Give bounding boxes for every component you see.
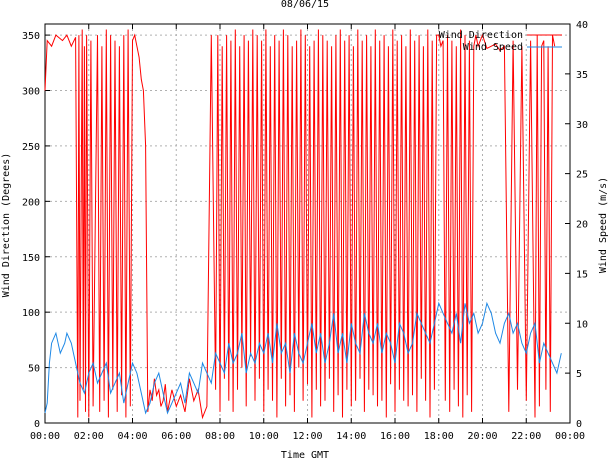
series-layer — [44, 29, 562, 420]
axis-ticks: 00:00 02:00 04:00 06:00 08:00 10:00 12:00 14:00… — [22, 20, 588, 442]
x-tick-label: 00:00 — [555, 431, 585, 442]
y-right-tick-label: 20 — [576, 220, 588, 231]
y-right-tick-label: 5 — [576, 369, 582, 380]
x-axis-label: Time GMT — [281, 450, 329, 459]
y-right-axis-label: Wind Speed (m/s) — [598, 177, 609, 273]
y-right-tick-label: 0 — [576, 419, 582, 430]
x-tick-label: 14:00 — [336, 431, 366, 442]
series-line-wind-direction — [44, 29, 556, 420]
y-right-tick-label: 10 — [576, 319, 588, 330]
series-line-wind-speed — [44, 301, 562, 415]
x-tick-label: 04:00 — [117, 431, 147, 442]
y-left-tick-label: 300 — [22, 87, 40, 98]
y-left-tick-label: 350 — [22, 31, 40, 42]
y-right-tick-label: 40 — [576, 20, 588, 31]
y-right-tick-label: 15 — [576, 269, 588, 280]
legend-label-wind-speed: Wind Speed — [463, 42, 523, 53]
x-tick-label: 20:00 — [467, 431, 497, 442]
x-tick-label: 00:00 — [30, 431, 60, 442]
y-right-tick-label: 25 — [576, 170, 588, 181]
x-tick-label: 18:00 — [424, 431, 454, 442]
y-right-tick-label: 35 — [576, 70, 588, 81]
legend: Wind Direction Wind Speed — [439, 30, 562, 53]
y-left-tick-label: 100 — [22, 308, 40, 319]
y-left-tick-label: 150 — [22, 253, 40, 264]
y-right-tick-label: 30 — [576, 120, 588, 131]
y-left-tick-label: 0 — [34, 419, 40, 430]
y-left-tick-label: 50 — [28, 364, 40, 375]
x-tick-label: 12:00 — [292, 431, 322, 442]
y-left-tick-label: 200 — [22, 197, 40, 208]
x-tick-label: 22:00 — [511, 431, 541, 442]
x-tick-label: 10:00 — [249, 431, 279, 442]
x-tick-label: 16:00 — [380, 431, 410, 442]
y-left-tick-label: 250 — [22, 142, 40, 153]
x-tick-label: 08:00 — [205, 431, 235, 442]
x-tick-label: 02:00 — [74, 431, 104, 442]
chart-title: 08/06/15 — [281, 0, 329, 10]
legend-label-wind-direction: Wind Direction — [439, 30, 523, 41]
x-tick-label: 06:00 — [161, 431, 191, 442]
y-left-axis-label: Wind Direction (Degrees) — [1, 153, 12, 298]
